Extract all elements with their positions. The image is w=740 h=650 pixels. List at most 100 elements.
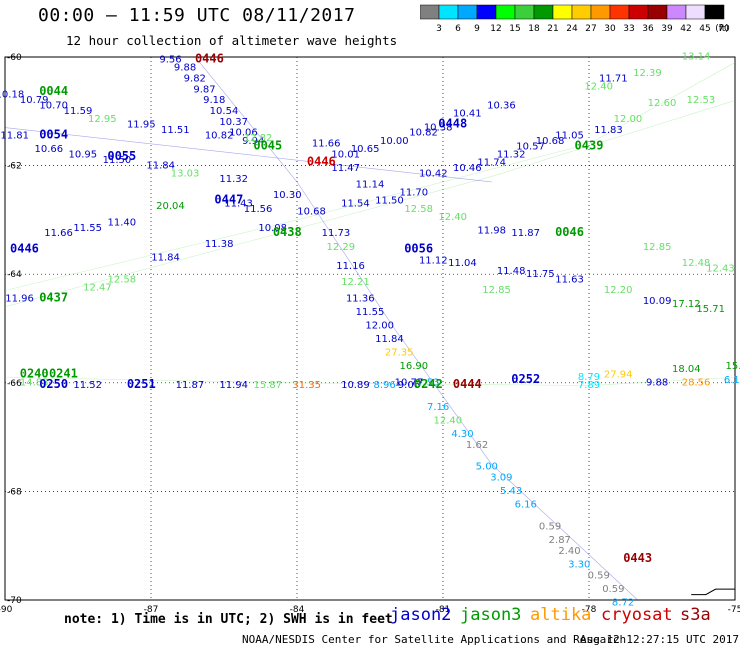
wave-height-value: 11.75 <box>526 269 555 280</box>
pass-label: 0439 <box>575 138 604 152</box>
scale-label: 42 <box>680 24 691 34</box>
wave-height-value: 11.12 <box>419 255 448 266</box>
mission-legend-jason2: jason2 <box>390 605 452 625</box>
wave-height-value: 0.59 <box>539 521 561 532</box>
pass-label: 0437 <box>39 290 68 304</box>
wave-height-value: 12.00 <box>614 114 643 125</box>
wave-height-value: 10.68 <box>536 136 565 147</box>
wave-height-value: 11.54 <box>341 198 370 209</box>
wave-height-value: 12.85 <box>643 242 672 253</box>
wave-height-value: 11.94 <box>219 380 248 391</box>
wave-height-value: 10.89 <box>341 380 370 391</box>
wave-height-value: 7.16 <box>427 402 449 413</box>
pass-label: 0446 <box>10 241 39 255</box>
wave-height-value: 11.32 <box>219 174 248 185</box>
scale-label: 30 <box>604 24 616 34</box>
wave-height-value: 10.70 <box>39 101 68 112</box>
pass-label: 0446 <box>307 155 336 169</box>
wave-height-value: 3.09 <box>490 473 512 484</box>
wave-height-value: 11.95 <box>127 120 156 131</box>
scale-label: 21 <box>547 24 558 34</box>
pass-label: 0044 <box>39 84 68 98</box>
generated-timestamp: Aug 12 12:27:15 UTC 2017 <box>580 633 739 646</box>
mission-legend-jason3: jason3 <box>460 605 522 625</box>
wave-height-value: 12.40 <box>438 212 467 223</box>
wave-height-value: 16.90 <box>399 361 428 372</box>
wave-height-value: 12.20 <box>604 285 633 296</box>
scale-label: 33 <box>623 24 634 34</box>
wave-height-value: 11.56 <box>244 204 273 215</box>
color-scale: 3 6 9 12 15 18 21 24 27 30 33 36 39 42 45 70(ft) <box>420 4 730 34</box>
wave-height-value: 11.66 <box>44 228 73 239</box>
wave-height-value: 0.59 <box>602 584 624 595</box>
wave-height-value: 4.30 <box>451 429 473 440</box>
pass-label: 0056 <box>404 241 433 255</box>
x-tick-label: -81 <box>436 605 451 615</box>
wave-height-value: 2.87 <box>549 535 571 546</box>
wave-height-value: 11.14 <box>356 179 385 190</box>
y-tick-label: -70 <box>7 596 22 606</box>
scale-label: 27 <box>585 24 596 34</box>
coastline <box>691 588 735 596</box>
scale-label: 36 <box>642 24 654 34</box>
wave-height-value: 12.82 <box>244 133 273 144</box>
wave-height-value: 8.96 <box>373 380 395 391</box>
wave-height-value: 12.53 <box>687 95 716 106</box>
wave-height-value: 11.36 <box>346 293 375 304</box>
wave-height-value: 11.38 <box>205 239 234 250</box>
wave-height-value: 11.55 <box>73 223 102 234</box>
wave-height-value: 3.30 <box>568 559 590 570</box>
y-tick-label: -66 <box>7 379 22 389</box>
wave-height-value: 14.83 <box>20 378 49 389</box>
pass-label: 0240 <box>20 366 49 380</box>
wave-height-value: 12.85 <box>482 285 511 296</box>
wave-height-value: 10.30 <box>273 190 302 201</box>
wave-height-value: 12.60 <box>648 98 677 109</box>
wave-height-value: 10.46 <box>453 163 482 174</box>
wave-height-value: 11.52 <box>73 380 102 391</box>
x-tick-label: -75 <box>728 605 740 615</box>
wave-height-value: 12.95 <box>88 114 117 125</box>
wave-height-value: 10.38 <box>424 122 453 133</box>
pass-label: 0241 <box>49 366 78 380</box>
scale-unit: (ft) <box>715 24 729 34</box>
pass-label: 0046 <box>555 225 584 239</box>
wave-height-value: 9.94 <box>242 136 264 147</box>
mission-legend-altika: altika <box>530 605 592 625</box>
wave-height-value: 6.10 <box>724 375 740 386</box>
wave-height-value: 11.05 <box>555 130 584 141</box>
scale-label: 39 <box>661 24 673 34</box>
scale-label: 12 <box>490 24 501 34</box>
wave-height-value: 10.37 <box>219 117 248 128</box>
y-tick-label: -64 <box>7 270 22 280</box>
satellite-track <box>4 100 736 308</box>
wave-height-value: 6.16 <box>515 500 537 511</box>
wave-height-value: 10.01 <box>331 149 360 160</box>
wave-height-value: 10.68 <box>297 206 326 217</box>
wave-height-value: 10.06 <box>229 128 258 139</box>
scale-label: 9 <box>474 24 480 34</box>
scale-label: 15 <box>509 24 520 34</box>
wave-height-value: 9.56 <box>159 54 181 65</box>
pass-label: 0438 <box>273 225 302 239</box>
wave-height-value: 11.81 <box>0 130 29 141</box>
x-tick-label: -87 <box>144 605 159 615</box>
wave-height-value: 9.82 <box>184 73 206 84</box>
wave-height-value: 17.12 <box>672 299 701 310</box>
wave-height-value: 10.82 <box>409 128 438 139</box>
wave-height-value: 0.59 <box>588 570 610 581</box>
wave-height-value: 11.87 <box>511 228 540 239</box>
wave-height-value: 11.59 <box>64 106 93 117</box>
wave-height-value: 11.50 <box>103 155 132 166</box>
scale-label: 18 <box>528 24 540 34</box>
pass-label: 0446 <box>195 51 224 65</box>
wave-height-value: 11.74 <box>477 158 506 169</box>
wave-height-value: 10.09 <box>643 296 672 307</box>
pass-label: 0251 <box>127 377 156 391</box>
wave-height-value: 12.40 <box>434 416 463 427</box>
wave-height-value: 10.77 <box>395 378 424 389</box>
wave-height-value: 11.84 <box>375 334 404 345</box>
wave-height-value: 11.43 <box>224 198 253 209</box>
wave-height-value: 8.72 <box>612 597 634 608</box>
